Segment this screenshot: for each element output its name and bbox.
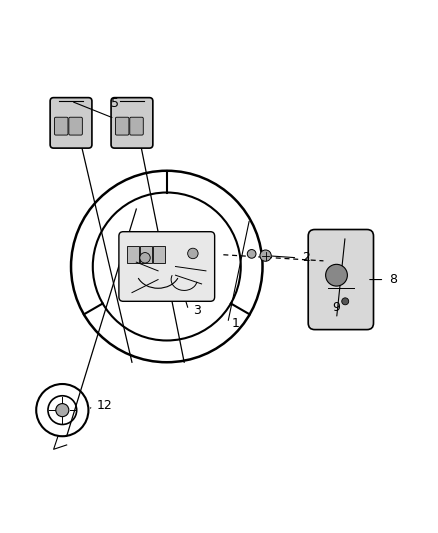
FancyBboxPatch shape (54, 117, 68, 135)
Text: 12: 12 (97, 399, 113, 412)
Circle shape (187, 248, 198, 259)
Text: 3: 3 (193, 303, 201, 317)
Circle shape (342, 298, 349, 305)
Text: 1: 1 (232, 317, 240, 329)
FancyBboxPatch shape (140, 246, 152, 263)
Circle shape (260, 250, 271, 261)
FancyBboxPatch shape (116, 117, 129, 135)
Text: 8: 8 (389, 273, 397, 286)
FancyBboxPatch shape (111, 98, 153, 148)
FancyBboxPatch shape (308, 230, 374, 329)
FancyBboxPatch shape (119, 232, 215, 301)
Text: 5: 5 (110, 97, 119, 110)
FancyBboxPatch shape (50, 98, 92, 148)
FancyBboxPatch shape (69, 117, 82, 135)
FancyBboxPatch shape (127, 246, 139, 263)
Text: 2: 2 (302, 251, 310, 264)
Circle shape (56, 403, 69, 417)
FancyBboxPatch shape (153, 246, 166, 263)
Circle shape (247, 249, 256, 258)
Circle shape (140, 253, 150, 263)
Circle shape (325, 264, 347, 286)
Text: 9: 9 (332, 301, 340, 314)
FancyBboxPatch shape (130, 117, 143, 135)
